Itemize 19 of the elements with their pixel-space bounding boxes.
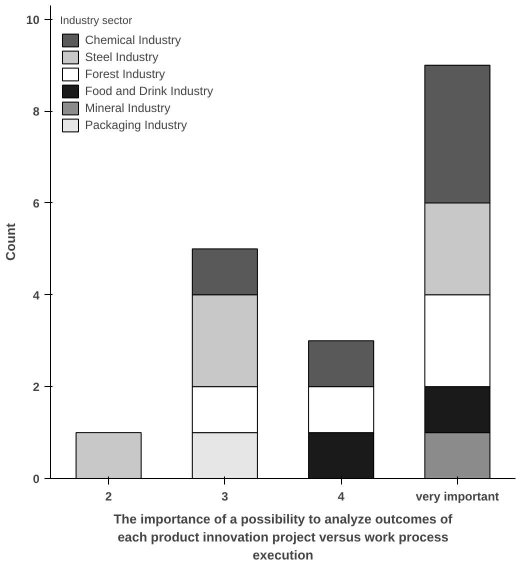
legend-label: Steel Industry — [85, 49, 158, 65]
x-tick-label: 4 — [338, 490, 345, 504]
legend-label: Food and Drink Industry — [85, 83, 214, 99]
y-tick-label: 6 — [32, 196, 40, 210]
y-tick-label: 2 — [32, 380, 40, 394]
x-tick-label: very important — [416, 490, 500, 504]
y-tick-label: 8 — [32, 104, 40, 119]
x-tick-label: 2 — [105, 490, 112, 504]
x-axis-title: The importance of a possibility to analyze outcomes of each product innovation project versus work process execution — [114, 512, 454, 562]
y-axis-title: Count — [3, 222, 18, 261]
legend-label: Chemical Industry — [85, 32, 182, 48]
y-tick-label: 10 — [26, 12, 40, 27]
legend-label: Packaging Industry — [85, 117, 188, 133]
legend-title: Industry sector — [60, 15, 134, 27]
legend-label: Mineral Industry — [85, 100, 170, 116]
y-tick-label: 4 — [32, 288, 40, 302]
legend-label: Forest Industry — [85, 66, 166, 82]
y-tick-label: 0 — [32, 472, 40, 486]
x-tick-label: 3 — [222, 490, 229, 504]
